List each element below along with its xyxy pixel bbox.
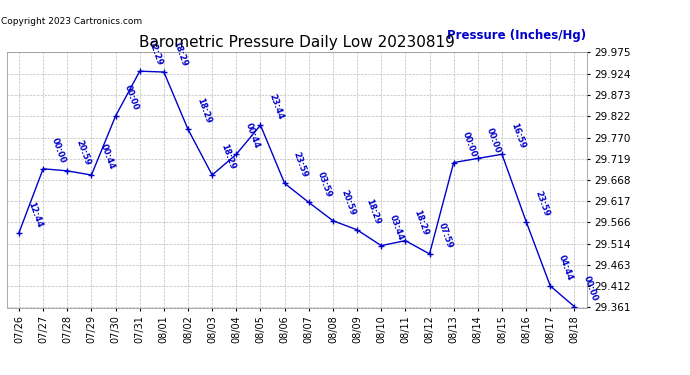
Text: 20:59: 20:59 (75, 139, 92, 167)
Text: Pressure (Inches/Hg): Pressure (Inches/Hg) (447, 29, 586, 42)
Text: 00:00: 00:00 (123, 84, 140, 112)
Text: 00:00: 00:00 (50, 137, 68, 165)
Text: 00:44: 00:44 (244, 122, 261, 150)
Text: 20:59: 20:59 (340, 188, 357, 216)
Text: 00:00: 00:00 (582, 274, 599, 303)
Text: 23:59: 23:59 (533, 189, 551, 217)
Text: 18:29: 18:29 (171, 40, 188, 68)
Text: 12:44: 12:44 (26, 200, 43, 229)
Text: 03:59: 03:59 (316, 170, 333, 198)
Text: 00:44: 00:44 (99, 143, 116, 171)
Text: 23:44: 23:44 (268, 93, 285, 121)
Text: 18:29: 18:29 (219, 143, 237, 171)
Text: 07:59: 07:59 (437, 222, 454, 250)
Text: 18:29: 18:29 (195, 97, 213, 125)
Text: 16:59: 16:59 (509, 122, 526, 150)
Text: 03:44: 03:44 (388, 213, 406, 242)
Text: 18:29: 18:29 (413, 209, 430, 237)
Text: 04:44: 04:44 (558, 254, 575, 282)
Text: 18:29: 18:29 (364, 198, 382, 226)
Text: Copyright 2023 Cartronics.com: Copyright 2023 Cartronics.com (1, 17, 142, 26)
Title: Barometric Pressure Daily Low 20230819: Barometric Pressure Daily Low 20230819 (139, 35, 455, 50)
Text: 02:29: 02:29 (147, 39, 164, 67)
Text: 00:00: 00:00 (461, 130, 478, 158)
Text: 00:00: 00:00 (485, 126, 502, 154)
Text: 23:59: 23:59 (292, 151, 309, 179)
